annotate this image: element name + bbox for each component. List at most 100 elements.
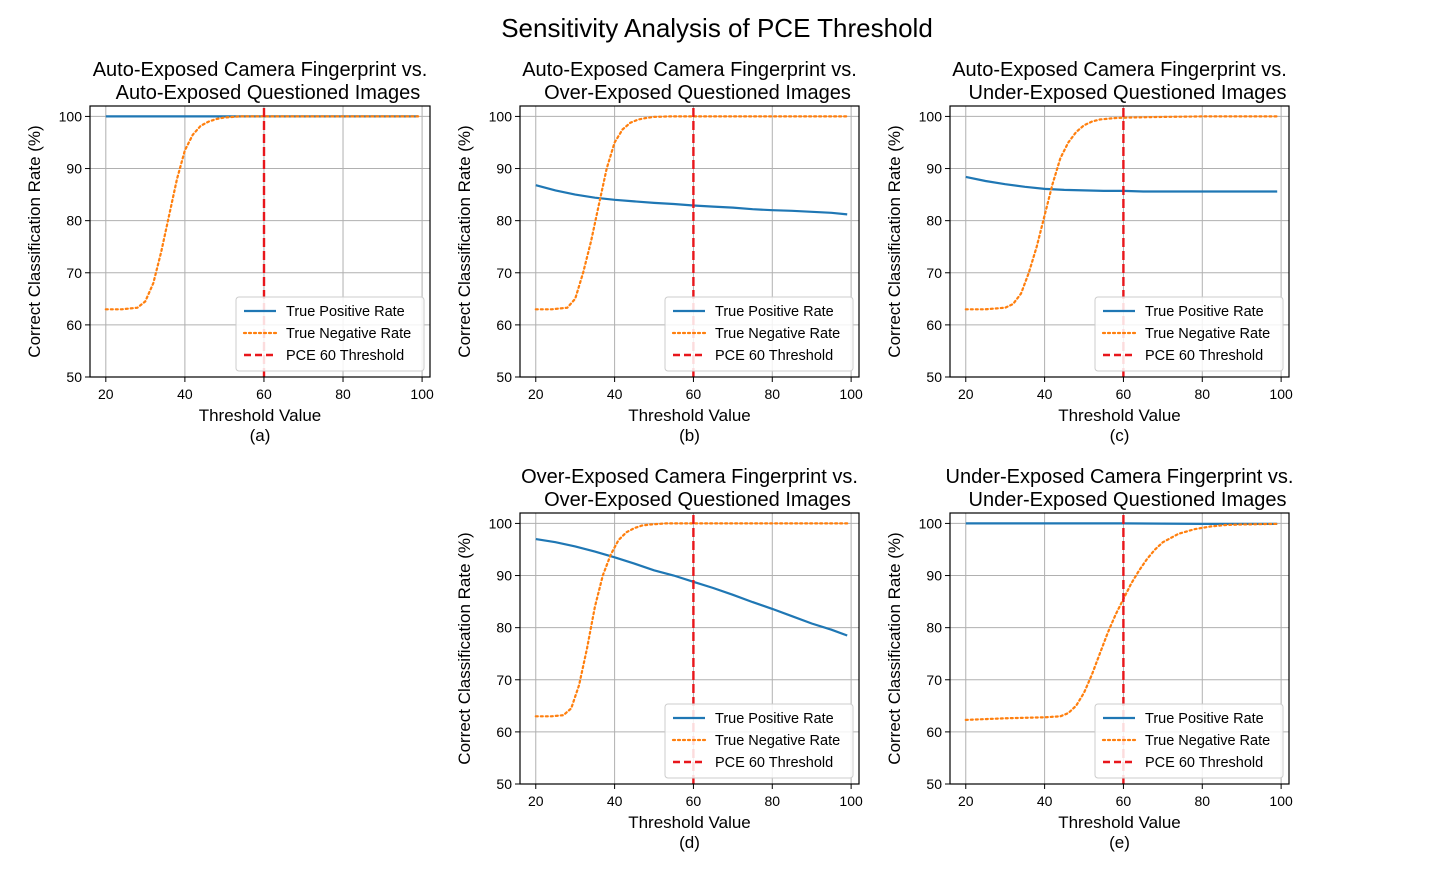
y-axis-label: Correct Classification Rate (%): [885, 125, 904, 357]
x-tick-label: 20: [98, 386, 114, 402]
axes-frame: [519, 512, 860, 785]
panel-label: (e): [1109, 833, 1130, 852]
legend: True Positive Rate True Negative Rate PCE …: [1094, 703, 1284, 779]
y-tick-label: 80: [926, 213, 942, 229]
y-tick-label: 60: [926, 724, 942, 740]
y-tick-label: 50: [926, 369, 942, 385]
y-tick-label: 70: [926, 672, 942, 688]
y-tick-label: 80: [496, 620, 512, 636]
y-tick-label: 70: [926, 265, 942, 281]
panel-d: 20 40 60 80 100 50 60 70 80 90 100 Over-Exposed Cam…: [455, 466, 863, 852]
legend-label: True Positive Rate: [1145, 304, 1264, 320]
chart-title-line-2: Auto-Exposed Questioned Images: [116, 82, 421, 104]
axes-frame: [949, 512, 1290, 785]
legend: True Positive Rate True Negative Rate PCE …: [235, 296, 425, 372]
series-true-negative-rate: [964, 522, 1279, 722]
y-tick-label: 100: [489, 108, 513, 124]
y-tick-label: 90: [66, 161, 82, 177]
y-tick-label: 60: [66, 317, 82, 333]
legend-box: [1094, 296, 1284, 372]
legend-label: PCE 60 Threshold: [715, 755, 833, 771]
y-tick-label: 90: [496, 161, 512, 177]
y-axis-label: Correct Classification Rate (%): [885, 532, 904, 764]
x-tick-label: 60: [686, 386, 702, 402]
y-tick-label: 50: [66, 369, 82, 385]
y-tick-label: 100: [59, 108, 83, 124]
panel-a: 20 40 60 80 100 50 60 70 80 90 100 Auto-Exposed Cam…: [25, 59, 434, 445]
x-tick-label: 60: [256, 386, 272, 402]
legend-label: True Negative Rate: [715, 733, 840, 749]
series-true-negative-rate: [534, 522, 849, 718]
x-tick-label: 80: [764, 386, 780, 402]
y-tick-label: 50: [496, 369, 512, 385]
legend-box: [235, 296, 425, 372]
y-tick-label: 50: [926, 776, 942, 792]
legend-label: True Negative Rate: [715, 326, 840, 342]
x-tick-label: 80: [1194, 793, 1210, 809]
y-tick-label: 70: [496, 672, 512, 688]
panel-label: (d): [679, 833, 700, 852]
legend-label: True Positive Rate: [1145, 711, 1264, 727]
legend-box: [1094, 703, 1284, 779]
legend-label: PCE 60 Threshold: [1145, 348, 1263, 364]
y-tick-label: 60: [926, 317, 942, 333]
legend-box: [664, 296, 854, 372]
series-true-negative-rate: [964, 115, 1279, 311]
legend-label: True Positive Rate: [286, 304, 405, 320]
chart-title-line-2: Over-Exposed Questioned Images: [544, 82, 851, 104]
axes-frame: [89, 105, 431, 378]
y-tick-label: 80: [66, 213, 82, 229]
legend-label: True Negative Rate: [1145, 733, 1270, 749]
legend-label: PCE 60 Threshold: [286, 348, 404, 364]
x-tick-label: 40: [177, 386, 193, 402]
x-tick-label: 100: [839, 793, 863, 809]
legend: True Positive Rate True Negative Rate PCE …: [1094, 296, 1284, 372]
y-axis-label: Correct Classification Rate (%): [25, 125, 44, 357]
y-tick-label: 70: [496, 265, 512, 281]
x-tick-label: 100: [1269, 793, 1293, 809]
panel-label: (c): [1110, 426, 1130, 445]
legend-label: PCE 60 Threshold: [715, 348, 833, 364]
legend-label: True Negative Rate: [1145, 326, 1270, 342]
x-tick-label: 80: [764, 793, 780, 809]
y-tick-label: 50: [496, 776, 512, 792]
y-axis-label: Correct Classification Rate (%): [455, 125, 474, 357]
x-tick-label: 40: [1037, 386, 1053, 402]
x-tick-label: 40: [607, 793, 623, 809]
y-tick-label: 60: [496, 724, 512, 740]
axes-frame: [519, 105, 860, 378]
chart-title-line-1: Over-Exposed Camera Fingerprint vs.: [521, 466, 858, 488]
y-tick-label: 60: [496, 317, 512, 333]
series-true-positive-rate: [535, 184, 848, 216]
chart-title-line-2: Under-Exposed Questioned Images: [969, 489, 1287, 511]
y-tick-label: 80: [926, 620, 942, 636]
y-tick-label: 90: [496, 568, 512, 584]
y-tick-label: 100: [919, 108, 943, 124]
x-tick-label: 100: [839, 386, 863, 402]
series-true-positive-rate: [965, 175, 1278, 193]
x-tick-label: 100: [410, 386, 434, 402]
series-true-positive-rate: [535, 538, 848, 637]
x-tick-label: 100: [1269, 386, 1293, 402]
x-axis-label: Threshold Value: [1058, 406, 1181, 425]
y-tick-label: 100: [919, 515, 943, 531]
legend: True Positive Rate True Negative Rate PCE …: [664, 703, 854, 779]
x-tick-label: 40: [1037, 793, 1053, 809]
y-tick-label: 100: [489, 515, 513, 531]
legend-label: True Negative Rate: [286, 326, 411, 342]
y-tick-label: 90: [926, 568, 942, 584]
figure-title: Sensitivity Analysis of PCE Threshold: [501, 13, 933, 43]
legend-box: [664, 703, 854, 779]
chart-title-line-1: Under-Exposed Camera Fingerprint vs.: [946, 466, 1294, 488]
x-axis-label: Threshold Value: [628, 406, 751, 425]
y-tick-label: 70: [66, 265, 82, 281]
series-true-negative-rate: [534, 115, 849, 311]
x-tick-label: 80: [1194, 386, 1210, 402]
panel-label: (b): [679, 426, 700, 445]
x-tick-label: 60: [686, 793, 702, 809]
x-tick-label: 20: [528, 386, 544, 402]
x-axis-label: Threshold Value: [628, 813, 751, 832]
axes-frame: [949, 105, 1290, 378]
x-tick-label: 20: [528, 793, 544, 809]
y-axis-label: Correct Classification Rate (%): [455, 532, 474, 764]
